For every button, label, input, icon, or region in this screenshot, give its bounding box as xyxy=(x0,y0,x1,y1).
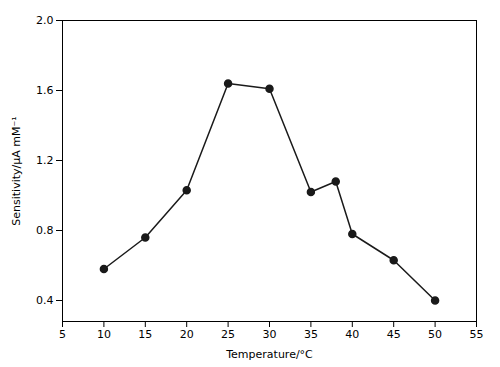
svg-text:15: 15 xyxy=(138,328,152,341)
svg-text:Sensitivity/μA mM⁻¹: Sensitivity/μA mM⁻¹ xyxy=(10,116,23,225)
svg-text:35: 35 xyxy=(304,328,318,341)
svg-text:Temperature/°C: Temperature/°C xyxy=(225,348,313,361)
svg-text:40: 40 xyxy=(345,328,359,341)
svg-text:2.0: 2.0 xyxy=(36,14,54,27)
svg-text:25: 25 xyxy=(221,328,235,341)
svg-text:30: 30 xyxy=(263,328,277,341)
svg-text:5: 5 xyxy=(59,328,66,341)
svg-text:0.4: 0.4 xyxy=(36,294,54,307)
svg-text:1.2: 1.2 xyxy=(36,154,54,167)
svg-text:1.6: 1.6 xyxy=(36,84,54,97)
svg-text:50: 50 xyxy=(428,328,442,341)
svg-text:20: 20 xyxy=(180,328,194,341)
svg-text:10: 10 xyxy=(97,328,111,341)
svg-text:55: 55 xyxy=(470,328,484,341)
svg-text:45: 45 xyxy=(387,328,401,341)
svg-text:0.8: 0.8 xyxy=(36,224,54,237)
